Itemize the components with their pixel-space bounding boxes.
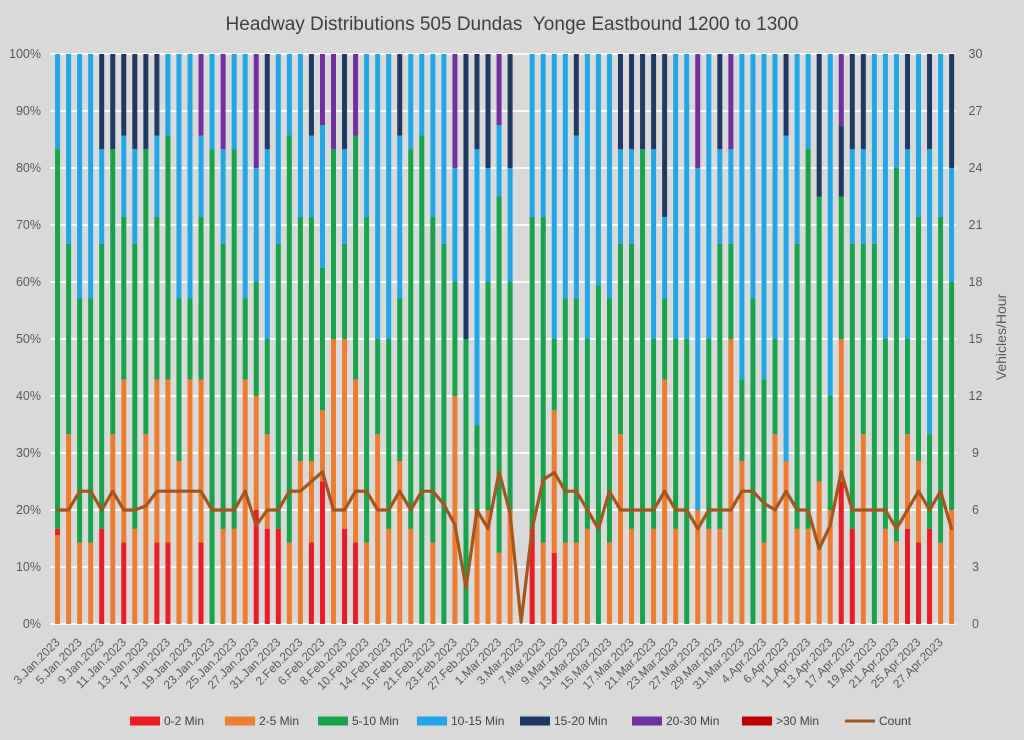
svg-text:80%: 80% (16, 161, 41, 175)
svg-text:40%: 40% (16, 389, 41, 403)
svg-text:90%: 90% (16, 104, 41, 118)
svg-text:18: 18 (969, 275, 983, 289)
svg-text:21: 21 (969, 218, 983, 232)
svg-text:0%: 0% (23, 617, 41, 631)
svg-text:10%: 10% (16, 560, 41, 574)
svg-text:5-10 Min: 5-10 Min (352, 714, 399, 728)
svg-text:3: 3 (972, 560, 979, 574)
svg-text:Vehicles/Hour: Vehicles/Hour (993, 293, 1009, 380)
svg-text:Headway Distributions 505 Dund: Headway Distributions 505 Dundas Yonge E… (226, 14, 799, 35)
svg-text:10-15 Min: 10-15 Min (451, 714, 504, 728)
svg-text:100%: 100% (9, 47, 41, 61)
svg-text:15: 15 (969, 332, 983, 346)
svg-text:60%: 60% (16, 275, 41, 289)
svg-text:30%: 30% (16, 446, 41, 460)
svg-text:24: 24 (969, 161, 983, 175)
svg-text:12: 12 (969, 389, 983, 403)
svg-text:Count: Count (879, 714, 912, 728)
svg-text:2-5 Min: 2-5 Min (259, 714, 299, 728)
svg-text:6: 6 (972, 503, 979, 517)
svg-text:9: 9 (972, 446, 979, 460)
svg-text:0-2 Min: 0-2 Min (164, 714, 204, 728)
svg-text:70%: 70% (16, 218, 41, 232)
svg-text:27: 27 (969, 104, 983, 118)
svg-text:>30 Min: >30 Min (776, 714, 819, 728)
svg-text:30: 30 (969, 47, 983, 61)
svg-text:50%: 50% (16, 332, 41, 346)
svg-text:0: 0 (972, 617, 979, 631)
svg-text:20-30 Min: 20-30 Min (666, 714, 719, 728)
svg-text:15-20 Min: 15-20 Min (554, 714, 607, 728)
svg-text:20%: 20% (16, 503, 41, 517)
